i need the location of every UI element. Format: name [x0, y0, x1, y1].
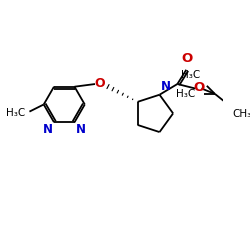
Text: N: N — [161, 80, 171, 93]
Text: O: O — [193, 81, 204, 94]
Text: N: N — [76, 123, 86, 136]
Text: H₃C: H₃C — [6, 108, 25, 118]
Text: CH₃: CH₃ — [233, 109, 250, 119]
Text: N: N — [43, 123, 53, 136]
Text: O: O — [94, 77, 105, 90]
Text: O: O — [182, 52, 193, 65]
Text: H₃C: H₃C — [181, 70, 201, 80]
Text: H₃C: H₃C — [176, 89, 195, 99]
